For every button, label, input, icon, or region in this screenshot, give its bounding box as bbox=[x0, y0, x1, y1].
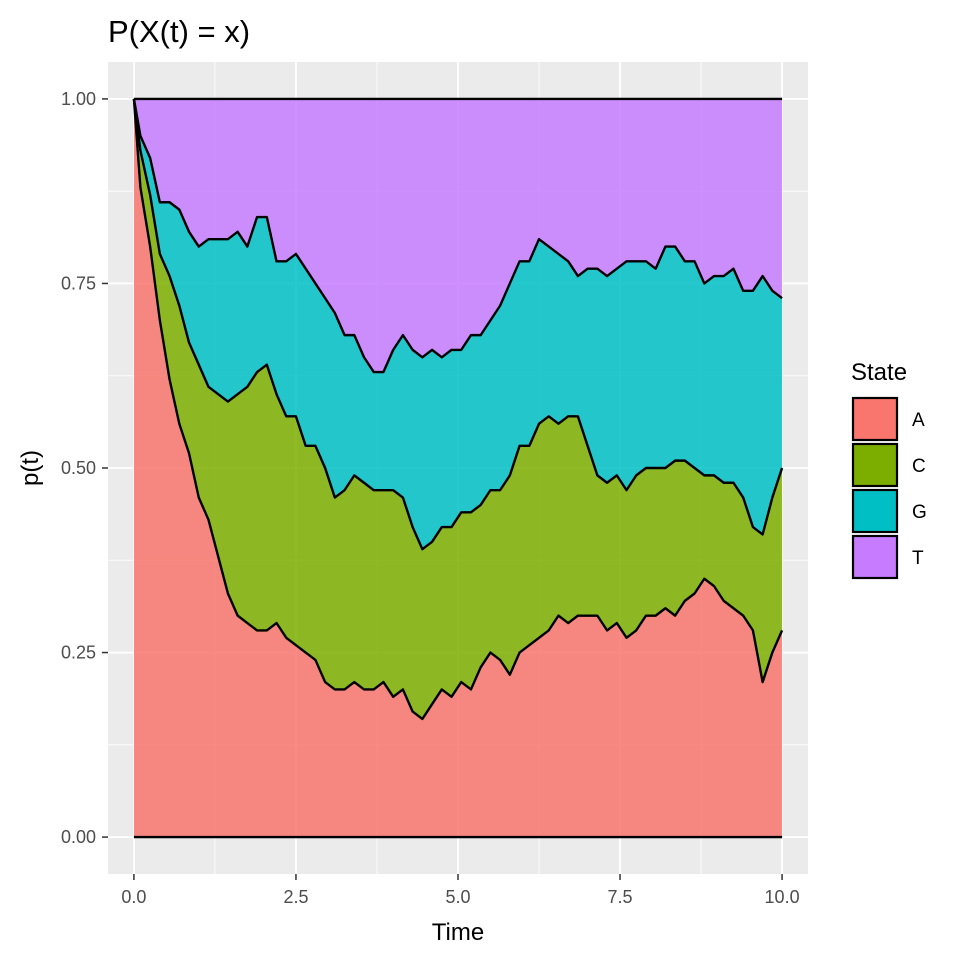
legend-label-G: G bbox=[912, 502, 927, 523]
boundary-line-1 bbox=[132, 98, 784, 721]
x-tick-label: 7.5 bbox=[608, 887, 633, 907]
y-tick-label: 0.50 bbox=[61, 458, 96, 478]
area-C bbox=[133, 98, 783, 719]
x-tick-label: 0.0 bbox=[121, 887, 146, 907]
y-tick-label: 0.75 bbox=[61, 273, 96, 293]
y-tick-label: 0.25 bbox=[61, 643, 96, 663]
legend-key-A bbox=[851, 396, 899, 442]
area-G bbox=[133, 98, 783, 550]
x-axis-ticks: 0.0 2.5 5.0 7.5 10.0 bbox=[121, 874, 800, 907]
x-tick-label: 2.5 bbox=[283, 887, 308, 907]
legend-key-G bbox=[851, 488, 899, 534]
legend-label-T: T bbox=[912, 548, 924, 569]
boundary-line-2 bbox=[132, 98, 784, 551]
area-outlines bbox=[132, 97, 784, 839]
legend-label-C: C bbox=[912, 456, 926, 477]
x-tick-label: 10.0 bbox=[765, 887, 800, 907]
area-T bbox=[133, 98, 783, 373]
legend-title: State bbox=[851, 359, 907, 386]
y-tick-label: 0.00 bbox=[61, 827, 96, 847]
x-tick-label: 5.0 bbox=[445, 887, 470, 907]
area-layers bbox=[133, 98, 783, 838]
legend-key-T bbox=[851, 534, 899, 580]
y-axis-title: p(t) bbox=[17, 450, 44, 486]
boundary-line-3 bbox=[132, 98, 783, 374]
y-tick-label: 1.00 bbox=[61, 89, 96, 109]
legend: State A C G T bbox=[851, 359, 927, 580]
x-axis-title: Time bbox=[432, 919, 484, 946]
area-A bbox=[133, 98, 783, 838]
legend-key-C bbox=[851, 442, 899, 488]
chart-title: P(X(t) = x) bbox=[108, 14, 250, 49]
legend-label-A: A bbox=[912, 410, 925, 431]
y-axis-ticks: 0.00 0.25 0.50 0.75 1.00 bbox=[61, 89, 108, 847]
